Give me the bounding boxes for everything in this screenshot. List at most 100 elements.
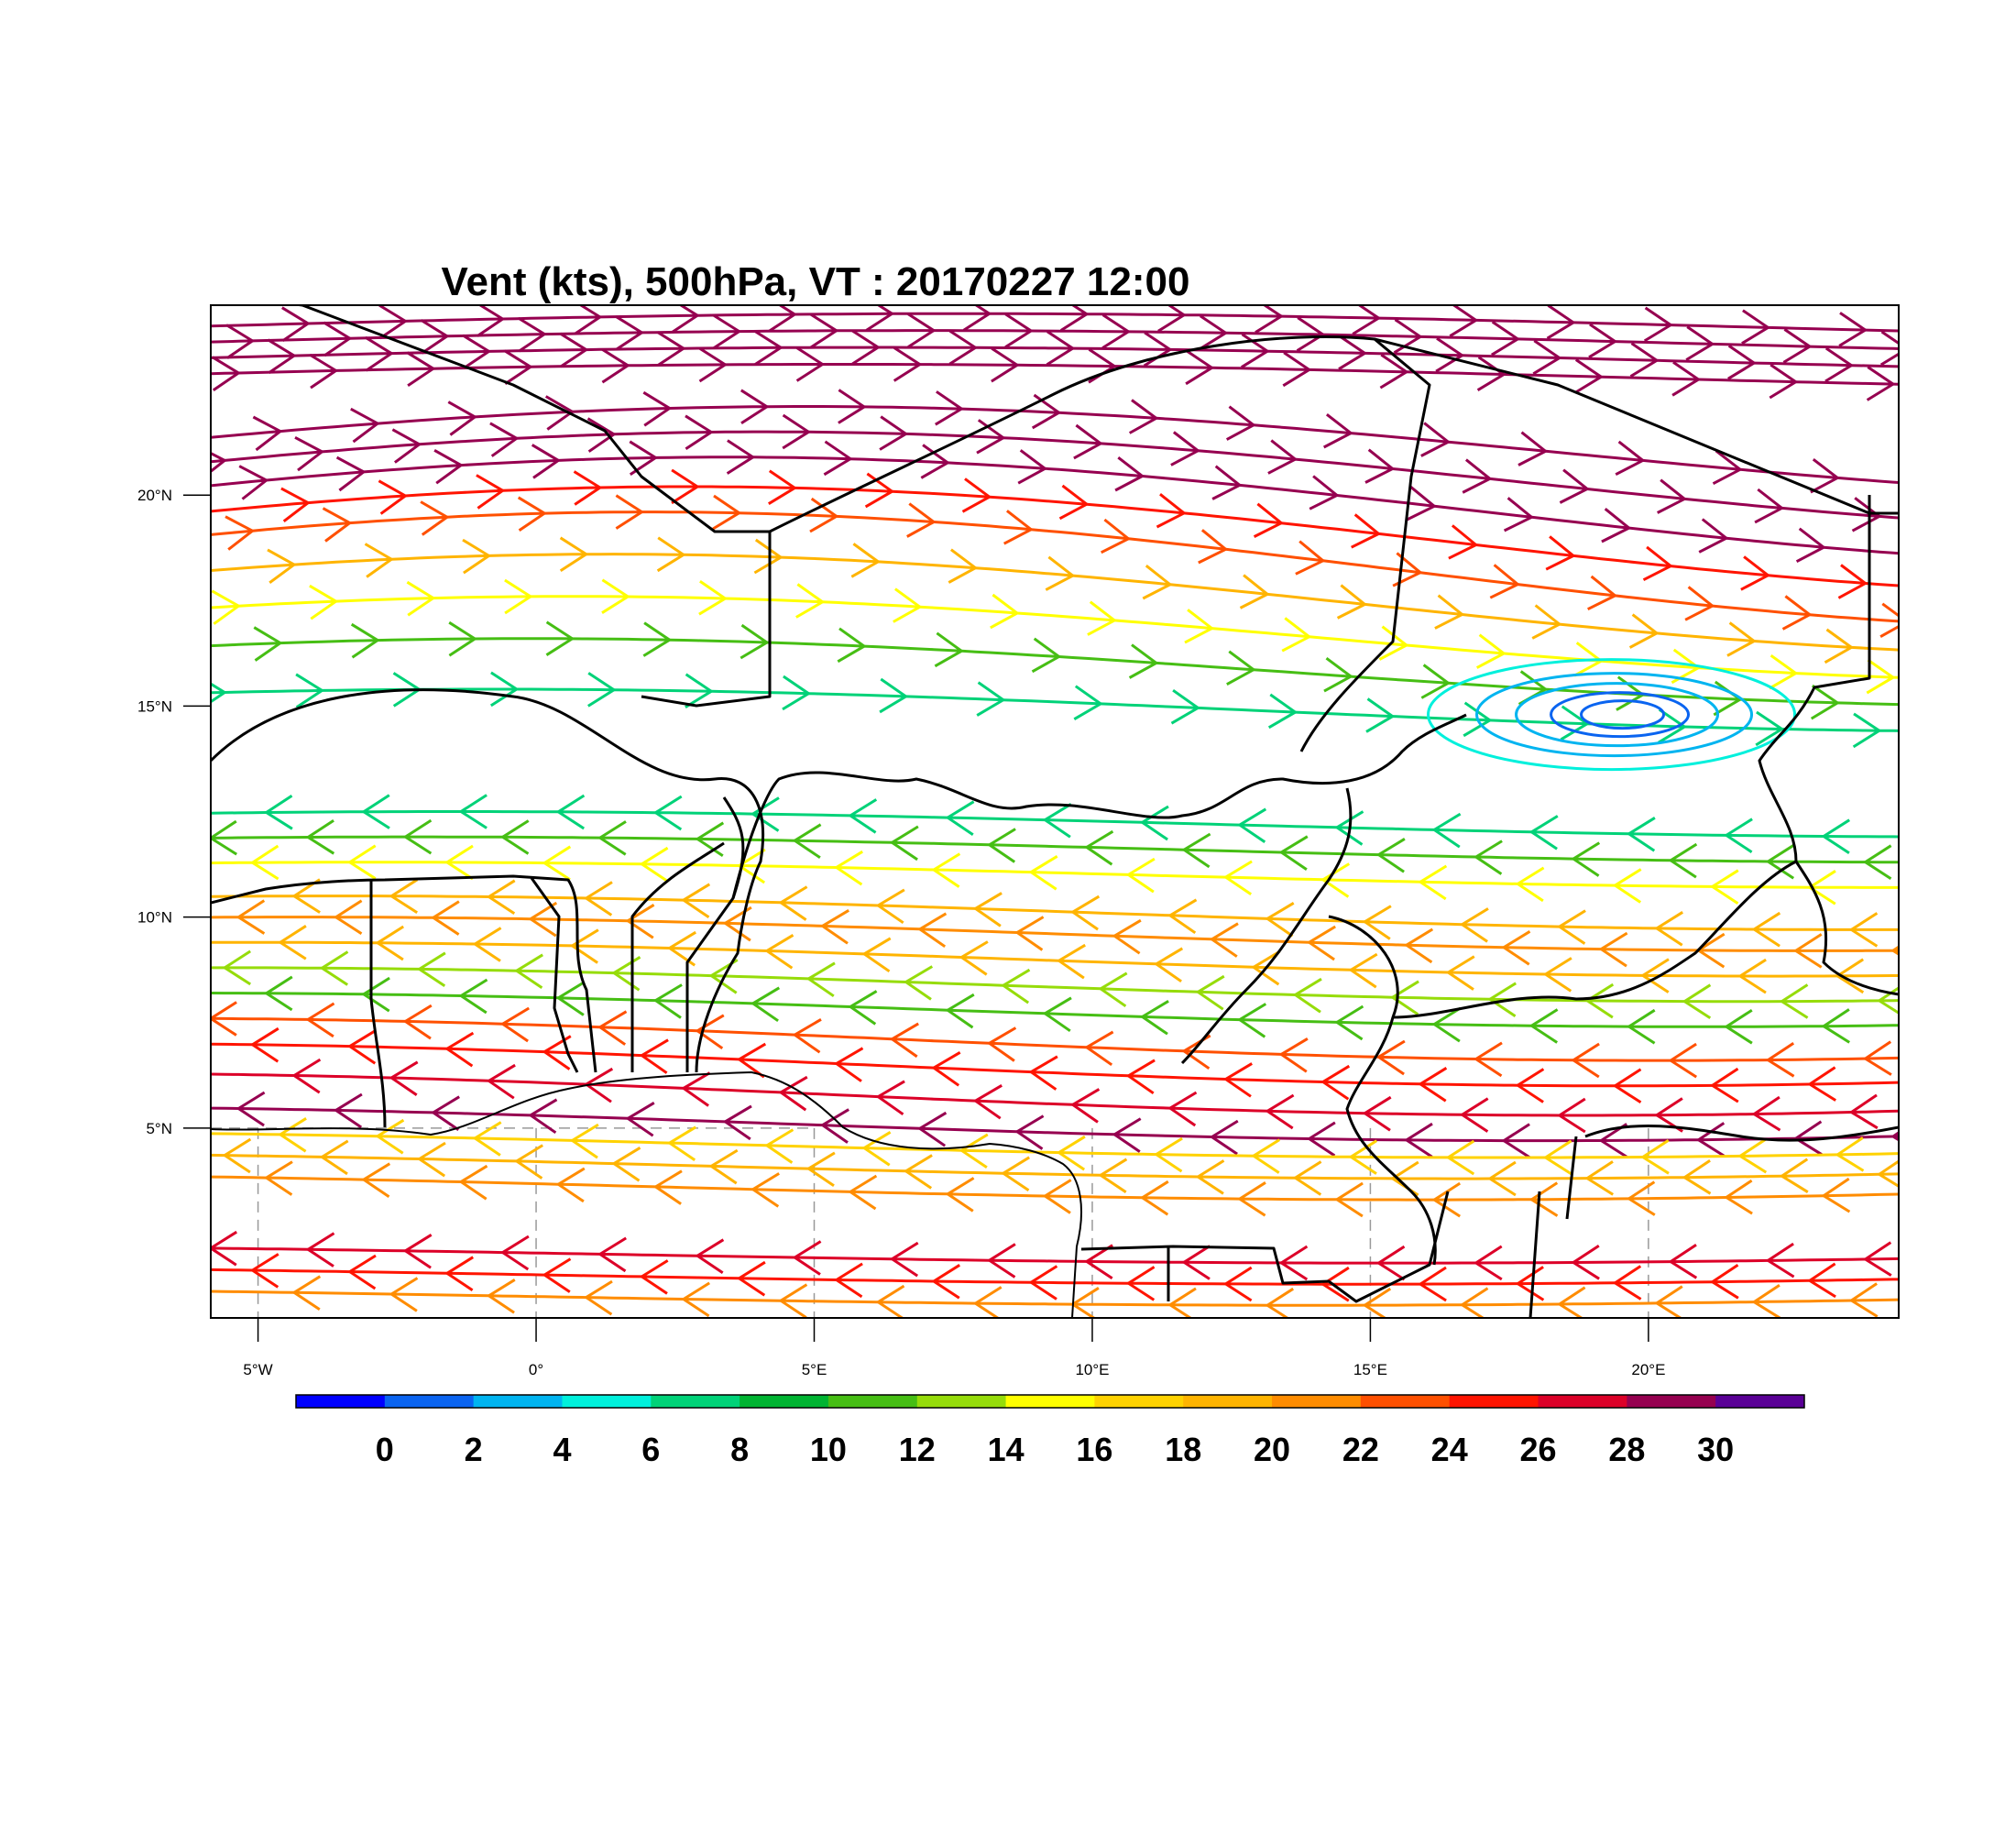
wind-arrow [782,675,812,711]
streamline [211,966,1899,1004]
wind-arrow [361,976,390,1013]
streamline [211,1016,1899,1062]
wind-arrow [263,975,293,1012]
wind-arrow [990,593,1020,630]
wind-arrow [889,1241,919,1278]
wind-arrow [1740,555,1771,591]
wind-arrow [295,673,325,709]
wind-arrow [903,965,934,1001]
wind-arrow [778,885,808,921]
wind-arrow [1255,305,1285,334]
wind-arrow [1792,1120,1823,1156]
colorbar-swatch [1449,1395,1539,1408]
wind-arrow [685,673,714,708]
wind-arrow [1045,555,1076,591]
wind-arrow [1309,475,1340,510]
wind-arrow [1628,613,1660,649]
wind-arrow [559,332,589,368]
wind-arrow [1195,974,1225,1011]
colorbar-swatch [916,1395,1007,1408]
wind-arrow [1448,524,1479,560]
wind-arrow [931,852,961,888]
wind-arrow [211,324,214,328]
wind-arrow [1640,1139,1670,1175]
wind-arrow [1338,335,1368,370]
wind-arrow [583,1279,613,1316]
wind-arrow [1101,313,1132,349]
vortex-ring [1475,672,1754,758]
wind-arrow [1668,1244,1698,1279]
wind-arrow [917,1111,948,1147]
wind-arrow [305,1232,335,1268]
wind-arrow [364,543,394,578]
wind-arrow [1198,529,1229,565]
wind-arrow [1362,1095,1392,1132]
wind-arrow [1765,1242,1795,1279]
streamline [211,430,1899,520]
wind-arrow [920,444,950,479]
colorbar-swatch [562,1395,652,1408]
wind-arrow [819,1108,849,1144]
wind-arrow [1726,621,1757,657]
wind-arrow [294,435,325,472]
wind-arrow [1682,983,1712,1019]
wind-arrow [1084,829,1114,866]
wind-arrow [1709,869,1739,905]
wind-arrow [1365,697,1396,733]
streamline [211,329,1899,350]
wind-arrow [1292,977,1322,1014]
wind-arrow [252,415,283,452]
wind-arrow [1098,1158,1128,1194]
wind-arrow [625,1102,655,1137]
wind-arrow [1431,1181,1462,1218]
plot-area [210,304,1900,1319]
wind-arrow [1668,1042,1698,1079]
wind-arrow [531,444,562,479]
wind-arrow [1222,1062,1253,1098]
wind-arrow [1584,1160,1615,1196]
wind-arrow [681,1071,711,1107]
wind-arrow [931,1051,961,1087]
colorbar-label: 2 [465,1431,483,1468]
wind-arrow [889,1022,919,1059]
wind-arrow [666,1125,696,1162]
wind-arrow [375,1118,405,1155]
wind-arrow [1069,1088,1101,1124]
colorbar-swatch [1272,1395,1362,1408]
wind-arrow [542,1035,572,1070]
vortex-ring [1580,699,1666,730]
wind-arrow [695,1238,725,1274]
wind-arrow [1528,1181,1559,1217]
wind-arrow [1528,1008,1559,1044]
wind-arrow [1001,968,1031,1004]
wind-arrow [736,1042,767,1079]
wind-arrow [236,1091,266,1127]
wind-arrow [1253,502,1285,538]
wind-arrow [499,1235,530,1271]
wind-arrow [569,1123,599,1159]
wind-arrow [1848,912,1879,948]
wind-arrow [545,620,575,656]
wind-arrow [945,993,975,1029]
wind-arrow [583,1067,614,1103]
wind-arrow [222,1137,252,1174]
wind-arrow [972,892,1003,927]
wind-arrow [809,497,839,533]
wind-arrow [1848,1282,1879,1318]
wind-arrow [1375,1245,1406,1281]
wind-arrow [685,414,714,451]
wind-arrow [1848,1093,1879,1130]
wind-arrow [1404,1122,1433,1158]
vortex-ring [1427,658,1797,772]
wind-arrow [722,1104,752,1141]
wind-arrow [489,422,520,457]
wind-arrow [698,346,729,383]
wind-arrow [528,1098,558,1135]
wind-arrow [1239,574,1270,609]
wind-arrow [764,934,794,970]
wind-arrow [1125,1266,1156,1301]
wind-arrow [305,1002,335,1038]
colorbar-swatch [740,1395,829,1408]
wind-arrow [1222,860,1253,896]
wind-arrow [1515,1068,1545,1103]
